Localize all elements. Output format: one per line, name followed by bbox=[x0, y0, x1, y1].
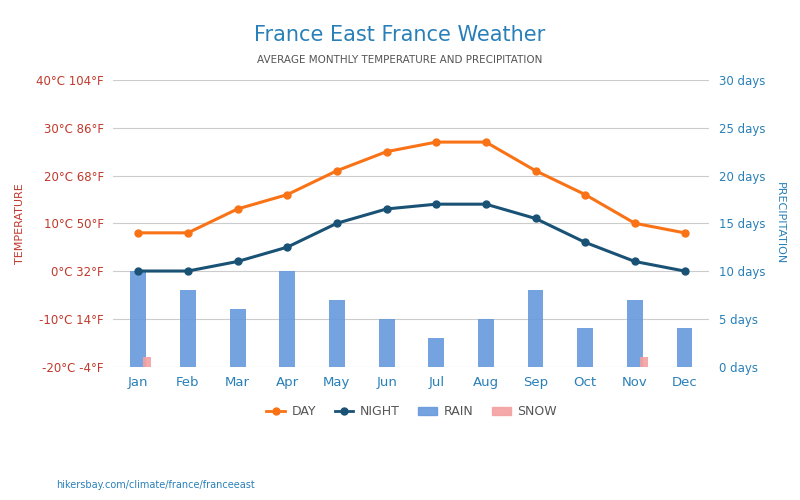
Text: AVERAGE MONTHLY TEMPERATURE AND PRECIPITATION: AVERAGE MONTHLY TEMPERATURE AND PRECIPIT… bbox=[258, 55, 542, 65]
Bar bbox=[329, 300, 345, 366]
Bar bbox=[677, 328, 693, 366]
Text: France East France Weather: France East France Weather bbox=[254, 25, 546, 45]
Bar bbox=[230, 309, 246, 366]
Y-axis label: PRECIPITATION: PRECIPITATION bbox=[775, 182, 785, 264]
Bar bbox=[527, 290, 543, 366]
Bar bbox=[578, 328, 593, 366]
Bar bbox=[428, 338, 444, 366]
Bar bbox=[143, 357, 151, 366]
Bar bbox=[478, 319, 494, 366]
Bar bbox=[180, 290, 196, 366]
Bar bbox=[279, 271, 295, 366]
Bar bbox=[378, 319, 394, 366]
Legend: DAY, NIGHT, RAIN, SNOW: DAY, NIGHT, RAIN, SNOW bbox=[262, 400, 562, 423]
Bar bbox=[640, 357, 647, 366]
Y-axis label: TEMPERATURE: TEMPERATURE bbox=[15, 183, 25, 264]
Text: hikersbay.com/climate/france/franceeast: hikersbay.com/climate/france/franceeast bbox=[56, 480, 254, 490]
Bar bbox=[130, 271, 146, 366]
Bar bbox=[627, 300, 642, 366]
